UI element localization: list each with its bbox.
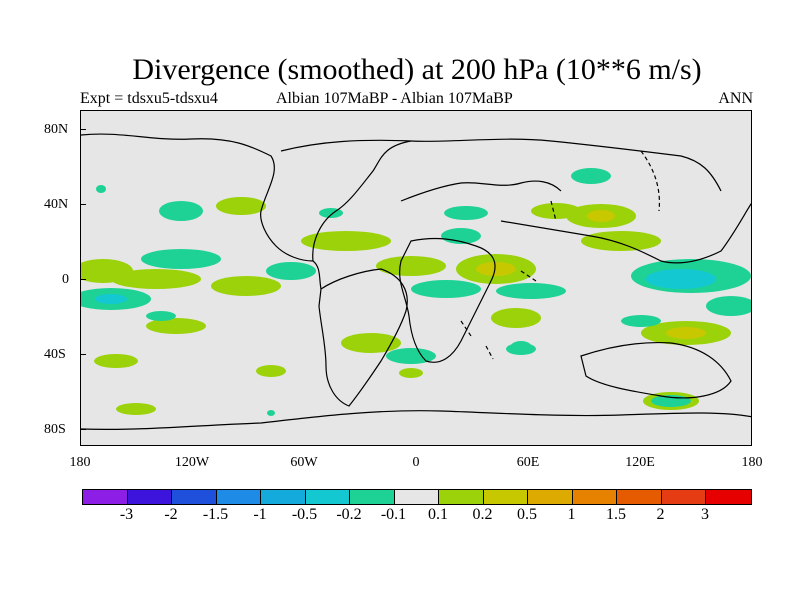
colorbar-label: 1 xyxy=(567,506,576,523)
tick-80n xyxy=(80,129,86,130)
south-america-coast xyxy=(318,268,408,407)
positive-region xyxy=(581,231,661,251)
tick-40n xyxy=(80,204,86,205)
positive-region xyxy=(94,354,138,368)
positive-region xyxy=(531,203,581,219)
colorbar-label: -2 xyxy=(164,506,178,523)
positive-region xyxy=(476,262,516,276)
antarctica-coast xyxy=(81,410,751,431)
map-panel xyxy=(80,110,752,446)
colorbar-label: -1 xyxy=(253,506,267,523)
negative-region xyxy=(267,410,275,416)
colorbar-swatch xyxy=(305,490,350,504)
negative-region xyxy=(511,341,531,351)
positive-region xyxy=(211,276,281,296)
negative-region xyxy=(386,348,436,364)
negative-divergence-regions xyxy=(81,168,751,416)
lon-label-120e: 120E xyxy=(625,455,655,470)
lon-label-60w: 60W xyxy=(290,455,318,470)
lat-label-40n: 40N xyxy=(44,197,69,212)
negative-region xyxy=(319,208,343,218)
negative-region xyxy=(266,262,316,280)
colorbar-label: -3 xyxy=(119,506,134,523)
europe-coast xyxy=(400,180,562,202)
colorbar-swatch xyxy=(83,490,128,504)
negative-region xyxy=(444,206,488,220)
tick-0 xyxy=(80,279,86,280)
australia-coast xyxy=(580,342,732,399)
positive-region xyxy=(341,333,401,353)
colorbar-swatch xyxy=(661,490,706,504)
positive-region xyxy=(376,256,446,276)
colorbar-label: -0.1 xyxy=(380,506,407,523)
colorbar-swatch xyxy=(706,490,751,504)
colorbar-label: -0.5 xyxy=(291,506,318,523)
negative-region xyxy=(141,249,221,269)
colorbar-label: 0.1 xyxy=(428,506,448,523)
positive-region xyxy=(146,318,206,334)
colorbar-label: -0.2 xyxy=(336,506,362,523)
negative-region xyxy=(706,296,751,316)
colorbar-label: 0.2 xyxy=(472,506,493,523)
season-label: ANN xyxy=(718,90,753,107)
tick-80s xyxy=(80,429,86,430)
negative-region xyxy=(621,315,661,327)
negative-region xyxy=(96,185,106,193)
positive-region xyxy=(116,403,156,415)
africa-coast xyxy=(399,237,496,363)
negative-region xyxy=(496,283,566,299)
colorbar-swatch xyxy=(439,490,484,504)
positive-region xyxy=(256,365,286,377)
positive-region xyxy=(301,231,391,251)
colorbar-swatch xyxy=(172,490,217,504)
divergence-map xyxy=(81,133,751,431)
colorbar-label: 3 xyxy=(701,506,709,523)
lat-label-40s: 40S xyxy=(44,347,66,362)
lat-label-80n: 80N xyxy=(44,122,69,137)
negative-region xyxy=(95,294,127,304)
asia-south-coast xyxy=(500,202,751,264)
coastlines xyxy=(81,133,751,431)
lon-label-120w: 120W xyxy=(174,455,210,470)
negative-region xyxy=(571,168,611,184)
map-title: Divergence (smoothed) at 200 hPa (10**6 … xyxy=(132,53,702,86)
colorbar-swatch xyxy=(617,490,662,504)
asia-coast xyxy=(280,138,722,192)
positive-region xyxy=(491,308,541,328)
lat-label-0: 0 xyxy=(62,272,69,287)
lon-label-0: 0 xyxy=(412,455,420,470)
colorbar-label: 0.5 xyxy=(517,506,537,523)
island-arc xyxy=(460,150,661,360)
colorbar-swatch xyxy=(261,490,306,504)
positive-divergence-regions xyxy=(81,197,731,415)
negative-region xyxy=(646,269,716,289)
period-label: Albian 107MaBP - Albian 107MaBP xyxy=(276,90,513,107)
lon-label-60e: 60E xyxy=(516,455,540,470)
experiment-label: Expt = tdsxu5-tdsxu4 xyxy=(80,90,218,107)
positive-region xyxy=(111,269,201,289)
positive-region xyxy=(216,197,266,215)
lon-label-180e: 180 xyxy=(741,455,763,470)
colorbar-swatch xyxy=(350,490,395,504)
colorbar-label: -1.5 xyxy=(202,506,229,523)
positive-region xyxy=(666,327,706,339)
colorbar-swatch xyxy=(528,490,573,504)
negative-region xyxy=(411,280,481,298)
tick-40s xyxy=(80,354,86,355)
lat-label-80s: 80S xyxy=(44,422,66,437)
colorbar-label: 2 xyxy=(656,506,665,523)
negative-region xyxy=(159,201,203,221)
positive-region xyxy=(587,210,615,222)
colorbar xyxy=(82,489,752,505)
negative-region xyxy=(146,311,176,321)
positive-region xyxy=(399,368,423,378)
colorbar-swatch xyxy=(216,490,261,504)
colorbar-label: 1.5 xyxy=(606,506,626,523)
lon-label-180w: 180 xyxy=(69,455,91,470)
colorbar-swatch xyxy=(127,490,172,504)
colorbar-swatch xyxy=(572,490,617,504)
colorbar-swatch xyxy=(394,490,439,504)
colorbar-swatch xyxy=(483,490,528,504)
north-america-east-coast xyxy=(312,140,412,262)
